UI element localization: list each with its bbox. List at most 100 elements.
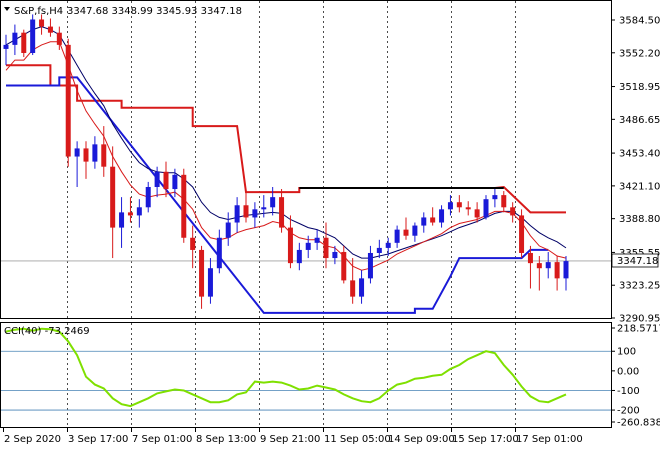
candle-body xyxy=(30,19,36,53)
candle-body xyxy=(145,186,151,208)
candle-body xyxy=(172,174,178,190)
candle-body xyxy=(110,166,116,228)
candle-body xyxy=(430,217,436,223)
cci-level-lines xyxy=(1,350,611,411)
candle-body xyxy=(199,249,205,297)
candle-body xyxy=(341,251,347,281)
time-label: 7 Sep 01:00 xyxy=(132,434,192,445)
candle-body xyxy=(136,207,142,216)
candle-body xyxy=(101,144,107,167)
candle-body xyxy=(332,251,338,259)
candle-body xyxy=(154,171,160,187)
candle-body xyxy=(456,202,462,208)
price-label: 3453.40 xyxy=(619,149,660,160)
candle-body xyxy=(83,148,89,162)
candle-body xyxy=(465,207,471,210)
cci-scale-label: 218.5717 xyxy=(617,324,660,335)
candle-body xyxy=(56,32,62,45)
candle-body xyxy=(376,247,382,253)
candle-body xyxy=(65,44,71,157)
cci-scale-label: -260.8386 xyxy=(617,418,660,429)
candle-body xyxy=(190,237,196,250)
cci-scale-label: -100 xyxy=(617,386,640,397)
candle-body xyxy=(279,197,285,228)
candle-body xyxy=(252,209,258,218)
price-label: 3552.20 xyxy=(619,48,660,59)
cci-panel[interactable] xyxy=(0,322,612,428)
candle-body xyxy=(492,195,498,200)
candle-body xyxy=(21,32,27,53)
candle-body xyxy=(296,249,302,264)
indicator-overlays xyxy=(1,26,611,314)
grid-lines xyxy=(67,1,516,427)
time-label: 11 Sep 05:00 xyxy=(324,434,391,445)
candle-body xyxy=(225,222,231,238)
candle-body xyxy=(501,195,507,208)
candle-body xyxy=(12,32,18,45)
time-label: 9 Sep 21:00 xyxy=(260,434,320,445)
price-label: 3486.65 xyxy=(619,115,660,126)
price-label: 3584.50 xyxy=(619,16,660,27)
cci-scale-label: -200 xyxy=(617,406,640,417)
candle-body xyxy=(47,26,53,33)
dropdown-arrow-icon[interactable] xyxy=(4,7,10,11)
ema-fast-line xyxy=(5,41,567,271)
current-price-marker-bg xyxy=(611,253,659,268)
candle-body xyxy=(359,278,365,297)
candle-body xyxy=(447,202,453,210)
candle-body xyxy=(545,262,551,269)
candle-body xyxy=(554,262,560,279)
symbol-label: S&P,fs,H4 xyxy=(14,6,63,17)
candle-body xyxy=(92,144,98,162)
cci-scale-label: 100 xyxy=(617,347,636,358)
time-label: 15 Sep 17:00 xyxy=(452,434,519,445)
support-line xyxy=(6,76,549,314)
candle-body xyxy=(74,148,80,157)
candle-body xyxy=(367,252,373,279)
price-label: 3388.80 xyxy=(619,214,660,225)
candle-body xyxy=(261,207,267,210)
candles-group xyxy=(3,14,569,309)
ohlc-values: 3347.68 3348.99 3345.93 3347.18 xyxy=(67,6,242,17)
candle-body xyxy=(439,209,445,223)
candle-body xyxy=(39,19,45,27)
candle-body xyxy=(305,242,311,250)
candle-body xyxy=(536,263,542,269)
candle-body xyxy=(323,237,329,259)
time-label: 2 Sep 2020 xyxy=(4,434,61,445)
time-label: 17 Sep 01:00 xyxy=(516,434,583,445)
candle-body xyxy=(412,225,418,236)
cci-line xyxy=(5,327,567,408)
candle-body xyxy=(314,237,320,243)
price-panel[interactable] xyxy=(0,0,612,319)
price-axis: 3584.50 3552.20 3518.95 3486.65 3453.40 3421.… xyxy=(611,16,660,325)
candle-body xyxy=(403,229,409,236)
candle-body xyxy=(270,197,276,208)
candle-body xyxy=(519,215,525,253)
ema-slow-line xyxy=(5,26,567,259)
candle-body xyxy=(234,205,240,223)
price-label: 3421.10 xyxy=(619,181,660,192)
candle-body xyxy=(350,280,356,297)
price-label: 3518.95 xyxy=(619,82,660,93)
candle-body xyxy=(474,209,480,218)
time-label: 14 Sep 09:00 xyxy=(388,434,455,445)
cci-line-group xyxy=(5,327,567,408)
cci-label: CCI(40) -73.2469 xyxy=(4,326,90,337)
time-label: 8 Sep 13:00 xyxy=(196,434,256,445)
candle-body xyxy=(243,205,249,218)
candle-body xyxy=(207,268,213,297)
time-axis: 2 Sep 2020 3 Sep 17:00 7 Sep 01:00 8 Sep 13… xyxy=(3,428,583,445)
cci-scale-label: 0.00 xyxy=(617,366,639,377)
candle-body xyxy=(385,242,391,248)
candle-body xyxy=(181,174,187,238)
candle-body xyxy=(163,171,169,190)
candle-body xyxy=(287,227,293,264)
candle-body xyxy=(3,44,9,49)
time-label: 3 Sep 17:00 xyxy=(68,434,128,445)
candle-body xyxy=(483,199,489,218)
candle-body xyxy=(527,252,533,264)
cci-axis: 218.5717 100 0.00 -100 -200-260.8386 xyxy=(611,324,660,429)
candle-body xyxy=(421,217,427,226)
